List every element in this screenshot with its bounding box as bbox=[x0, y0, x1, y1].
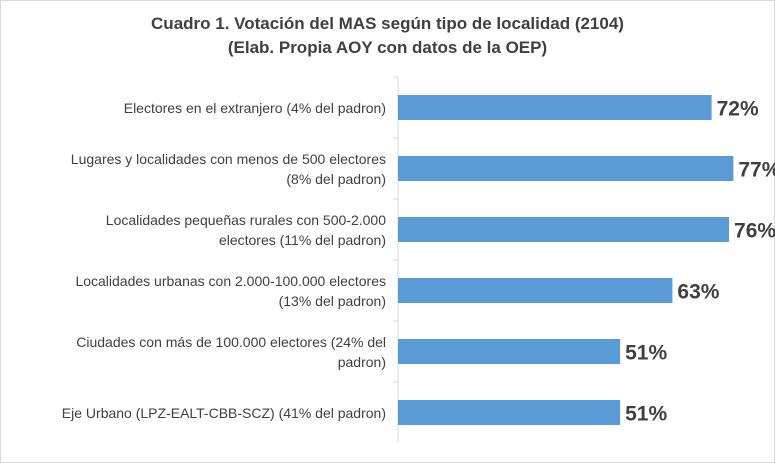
data-label-3: 76% bbox=[734, 220, 775, 243]
bar-4 bbox=[398, 278, 673, 303]
chart-title-block: Cuadro 1. Votación del MAS según tipo de… bbox=[0, 12, 775, 60]
category-label-2: Lugares y localidades con menos de 500 e… bbox=[6, 149, 386, 189]
category-label-line: Lugares y localidades con menos de 500 e… bbox=[70, 150, 386, 167]
bar-3 bbox=[398, 217, 730, 242]
category-label-1: Electores en el extranjero (4% del padro… bbox=[6, 98, 386, 118]
category-label-line: (8% del padron) bbox=[286, 170, 386, 187]
category-label-line: electores (11% del padron) bbox=[218, 231, 386, 248]
category-label-line: Eje Urbano (LPZ-EALT-CBB-SCZ) (41% del p… bbox=[61, 404, 386, 421]
category-label-line: (13% del padron) bbox=[278, 292, 386, 309]
category-label-line: Ciudades con más de 100.000 electores (2… bbox=[76, 333, 386, 350]
data-label-5: 51% bbox=[625, 342, 667, 365]
category-label-line: Localidades pequeñas rurales con 500-2.0… bbox=[105, 211, 386, 228]
category-label-5: Ciudades con más de 100.000 electores (2… bbox=[6, 332, 386, 372]
chart-title: Cuadro 1. Votación del MAS según tipo de… bbox=[151, 14, 624, 33]
chart-subtitle: (Elab. Propia AOY con datos de la OEP) bbox=[227, 38, 548, 57]
bar-2 bbox=[398, 156, 734, 181]
data-label-6: 51% bbox=[625, 403, 667, 426]
data-label-4: 63% bbox=[677, 281, 719, 304]
data-label-1: 72% bbox=[717, 98, 759, 121]
category-label-6: Eje Urbano (LPZ-EALT-CBB-SCZ) (41% del p… bbox=[6, 403, 386, 423]
data-label-2: 77% bbox=[738, 159, 775, 182]
category-label-3: Localidades pequeñas rurales con 500-2.0… bbox=[6, 210, 386, 250]
category-label-line: padron) bbox=[337, 353, 386, 370]
category-label-line: Electores en el extranjero (4% del padro… bbox=[123, 99, 386, 116]
bar-1 bbox=[398, 95, 712, 120]
category-label-line: Localidades urbanas con 2.000-100.000 el… bbox=[75, 272, 386, 289]
bar-6 bbox=[398, 400, 621, 425]
bar-5 bbox=[398, 339, 621, 364]
category-label-4: Localidades urbanas con 2.000-100.000 el… bbox=[6, 271, 386, 311]
